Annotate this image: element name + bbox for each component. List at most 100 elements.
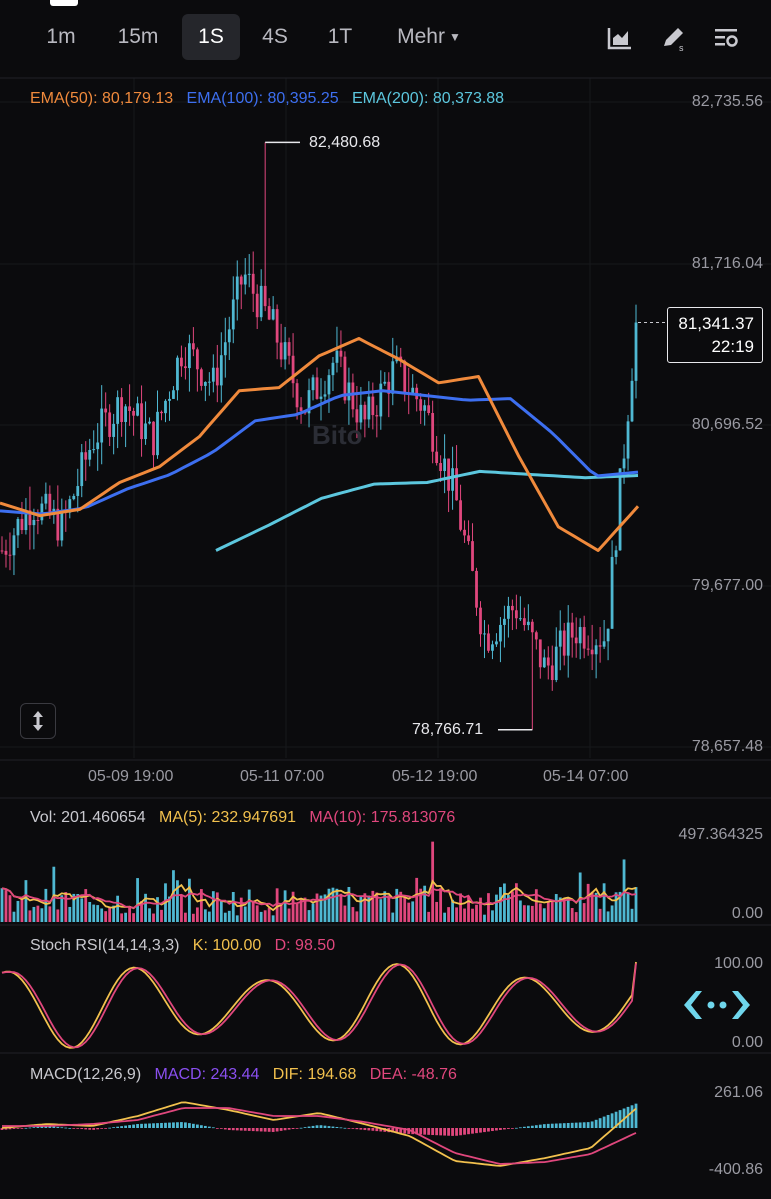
macd-histogram-bar bbox=[8, 1128, 12, 1130]
volume-bar bbox=[239, 897, 243, 922]
volume-bar bbox=[303, 897, 307, 922]
macd-histogram-bar bbox=[231, 1128, 235, 1131]
volume-bar bbox=[191, 913, 195, 922]
candle-down bbox=[550, 665, 554, 681]
candle-down bbox=[28, 510, 32, 526]
macd-histogram-bar bbox=[84, 1128, 88, 1130]
volume-bar bbox=[550, 900, 554, 922]
volume-bar bbox=[152, 913, 155, 922]
macd-histogram-bar bbox=[487, 1128, 490, 1132]
volume-bar bbox=[475, 904, 478, 922]
volume-bar bbox=[439, 888, 443, 922]
macd-histogram-bar bbox=[359, 1128, 363, 1130]
volume-bar bbox=[231, 892, 235, 922]
candle-up bbox=[96, 442, 100, 450]
interval-1s[interactable]: 1S bbox=[182, 14, 240, 60]
macd-histogram-bar bbox=[566, 1122, 570, 1128]
macd-histogram-bar bbox=[447, 1128, 450, 1136]
stoch-axis-max: 100.00 bbox=[714, 955, 763, 972]
chart-type-icon[interactable] bbox=[606, 24, 634, 52]
price-tick: 82,735.56 bbox=[691, 93, 763, 110]
volume-bar bbox=[255, 905, 259, 922]
candle-down bbox=[471, 541, 474, 571]
volume-bar bbox=[203, 909, 207, 922]
volume-bar bbox=[566, 897, 570, 922]
volume-bar bbox=[108, 907, 112, 922]
volume-bar bbox=[538, 903, 542, 922]
volume-bar bbox=[383, 891, 387, 922]
macd-histogram-bar bbox=[259, 1128, 263, 1132]
more-dropdown[interactable]: Mehr ▼ bbox=[384, 14, 474, 60]
volume-bar bbox=[530, 905, 534, 922]
volume-bar bbox=[243, 906, 247, 922]
interval-1t[interactable]: 1T bbox=[327, 25, 353, 48]
volume-bar bbox=[387, 895, 391, 922]
ema200-line bbox=[215, 469, 639, 552]
indicator-settings-icon[interactable] bbox=[712, 24, 740, 52]
volume-bar bbox=[518, 900, 522, 922]
interval-1m[interactable]: 1m bbox=[46, 25, 76, 48]
macd-histogram-bar bbox=[319, 1125, 323, 1128]
volume-bar bbox=[351, 907, 355, 922]
macd-histogram-bar bbox=[279, 1128, 283, 1131]
candle-down bbox=[590, 649, 594, 655]
candle-up bbox=[80, 452, 84, 487]
scale-toggle-button[interactable] bbox=[20, 703, 56, 739]
volume-bar bbox=[100, 908, 104, 922]
candle-up bbox=[411, 387, 415, 394]
macd-histogram-bar bbox=[419, 1128, 423, 1135]
volume-bar bbox=[0, 888, 4, 922]
volume-bar bbox=[586, 883, 590, 922]
macd-dea: DEA: -48.76 bbox=[369, 1066, 457, 1083]
volume-bar bbox=[124, 912, 128, 922]
macd-histogram-bar bbox=[375, 1128, 379, 1132]
candle-down bbox=[8, 554, 12, 556]
candle-up bbox=[602, 641, 606, 647]
candle-up bbox=[626, 421, 630, 459]
volume-bar bbox=[483, 914, 486, 922]
macd-histogram-bar bbox=[327, 1126, 331, 1128]
macd-histogram-bar bbox=[148, 1123, 151, 1128]
macd-histogram-bar bbox=[251, 1128, 255, 1132]
candle-up bbox=[630, 380, 634, 422]
candle-up bbox=[379, 383, 383, 417]
ema100-legend: EMA(100): 80,395.25 bbox=[186, 90, 339, 107]
interval-4s[interactable]: 4S bbox=[262, 25, 288, 48]
macd-histogram-bar bbox=[630, 1105, 634, 1128]
volume-bar bbox=[211, 891, 215, 922]
candle-down bbox=[447, 458, 450, 491]
candle-up bbox=[76, 486, 80, 496]
drawing-tool-icon[interactable]: s bbox=[660, 24, 688, 52]
candle-up bbox=[526, 621, 530, 626]
stoch-axis-min: 0.00 bbox=[731, 1034, 763, 1051]
candle-down bbox=[279, 342, 283, 360]
interval-15m[interactable]: 15m bbox=[117, 25, 159, 48]
candle-up bbox=[610, 556, 614, 629]
candle-down bbox=[56, 508, 60, 541]
stoch-legend: Stoch RSI(14,14,3,3) K: 100.00 D: 98.50 bbox=[30, 937, 335, 955]
volume-bar bbox=[299, 898, 303, 922]
macd-histogram-bar bbox=[160, 1122, 163, 1128]
volume-value: Vol: 201.460654 bbox=[30, 809, 146, 826]
candle-up bbox=[507, 605, 510, 619]
macd-histogram-bar bbox=[343, 1127, 347, 1129]
macd-axis-min: -400.86 bbox=[708, 1161, 763, 1178]
candle-up bbox=[335, 350, 339, 363]
stoch-rsi-lines bbox=[1, 961, 637, 1049]
macd-histogram-bar bbox=[610, 1113, 614, 1128]
candle-up bbox=[283, 342, 287, 360]
candle-up bbox=[12, 535, 16, 556]
volume-bar bbox=[399, 891, 403, 922]
candle-up bbox=[164, 400, 167, 414]
candle-up bbox=[32, 519, 36, 526]
candle-up bbox=[311, 377, 315, 391]
volume-bar bbox=[4, 890, 8, 922]
volume-bar bbox=[355, 911, 359, 922]
volume-bar bbox=[235, 915, 239, 922]
volume-bar bbox=[28, 910, 32, 922]
volume-bar bbox=[463, 908, 466, 922]
macd-histogram-bar bbox=[172, 1122, 175, 1128]
volume-bar bbox=[315, 893, 319, 922]
macd-histogram-bar bbox=[180, 1122, 183, 1128]
